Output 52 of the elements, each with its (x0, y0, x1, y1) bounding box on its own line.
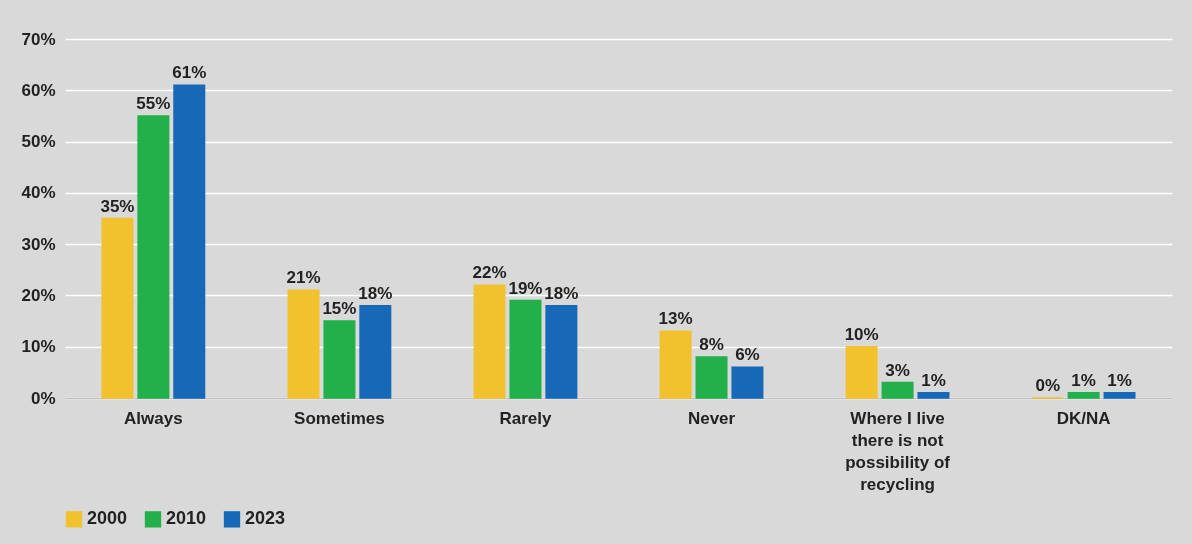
bar (881, 381, 914, 399)
bar (173, 84, 206, 399)
bar (101, 217, 134, 399)
y-tick-label: 10% (21, 337, 56, 357)
x-tick-label: Never (687, 408, 736, 428)
bar (731, 366, 764, 399)
data-label: 35% (100, 196, 135, 216)
bar (545, 304, 578, 399)
legend-label: 2023 (245, 508, 286, 529)
x-tick-label: Where I live there is not possibility of recycling (845, 408, 951, 494)
bar (1067, 392, 1100, 399)
legend-label: 2000 (87, 508, 128, 529)
bar (509, 299, 542, 399)
x-tick-label: Always (124, 408, 183, 428)
y-tick-label: 70% (21, 29, 56, 49)
data-label: 21% (286, 268, 321, 288)
data-label: 61% (172, 63, 207, 83)
data-label: 55% (136, 93, 171, 113)
data-label: 1% (1107, 370, 1132, 390)
data-label: 18% (544, 283, 579, 303)
legend-label: 2010 (166, 508, 207, 529)
data-label: 1% (921, 370, 946, 390)
data-label: 3% (885, 360, 910, 380)
y-tick-label: 0% (30, 388, 56, 408)
y-tick-label: 60% (21, 80, 56, 100)
bar (287, 289, 320, 399)
data-label: 6% (735, 345, 760, 365)
bar (323, 320, 356, 399)
bar (137, 115, 170, 399)
data-label: 22% (472, 263, 507, 283)
bar (359, 304, 392, 399)
bar (473, 284, 506, 399)
x-tick-label: Rarely (499, 408, 553, 428)
data-label: 18% (358, 283, 393, 303)
data-label: 8% (699, 334, 724, 354)
y-tick-label: 40% (21, 183, 56, 203)
bar (917, 392, 950, 399)
y-tick-label: 50% (21, 132, 56, 152)
bar (845, 345, 878, 399)
data-label: 1% (1071, 370, 1096, 390)
bar (659, 330, 692, 399)
data-label: 19% (508, 278, 543, 298)
data-label: 15% (322, 299, 357, 319)
x-tick-label: Sometimes (294, 408, 385, 428)
data-label: 0% (1035, 376, 1061, 395)
y-tick-label: 30% (21, 234, 56, 254)
x-tick-label: DK/NA (1056, 408, 1111, 428)
y-tick-label: 20% (21, 285, 56, 305)
data-label: 13% (658, 309, 693, 329)
data-label: 10% (844, 324, 879, 344)
bar (1103, 392, 1136, 399)
bar (695, 356, 728, 399)
